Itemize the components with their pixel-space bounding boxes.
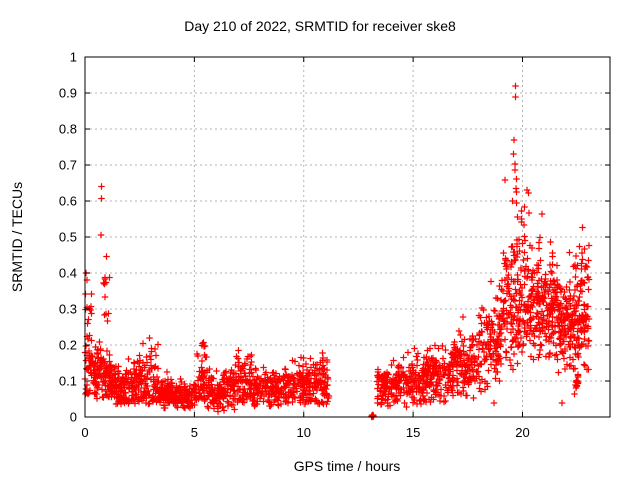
tick-labels: 0 5 10 15 20 0 0.1 0.2 0.3 0.4 0.5 0.6 0.7 0.8 0.9 1	[59, 50, 530, 441]
y-tick-label: 0.4	[59, 266, 77, 281]
x-tick-label: 15	[406, 425, 420, 440]
plot-frame	[84, 56, 611, 418]
x-tick-label: 10	[297, 425, 311, 440]
chart-title: Day 210 of 2022, SRMTID for receiver ske…	[184, 18, 456, 34]
data-point-markers	[81, 82, 593, 421]
y-tick-label: 0.7	[59, 158, 77, 173]
y-tick-label: 0.5	[59, 230, 77, 245]
scatter-points	[81, 82, 593, 421]
y-tick-label: 0	[70, 410, 77, 425]
y-tick-label: 0.3	[59, 302, 77, 317]
y-tick-label: 0.2	[59, 338, 77, 353]
x-tick-label: 5	[191, 425, 198, 440]
y-tick-label: 0.9	[59, 86, 77, 101]
y-tick-label: 1	[70, 50, 77, 65]
y-tick-label: 0.6	[59, 194, 77, 209]
y-tick-label: 0.1	[59, 374, 77, 389]
y-axis-label: SRMTID / TECUs	[9, 182, 25, 292]
x-tick-label: 20	[515, 425, 529, 440]
x-tick-label: 0	[81, 425, 88, 440]
x-axis-label: GPS time / hours	[294, 458, 401, 474]
y-tick-label: 0.8	[59, 122, 77, 137]
